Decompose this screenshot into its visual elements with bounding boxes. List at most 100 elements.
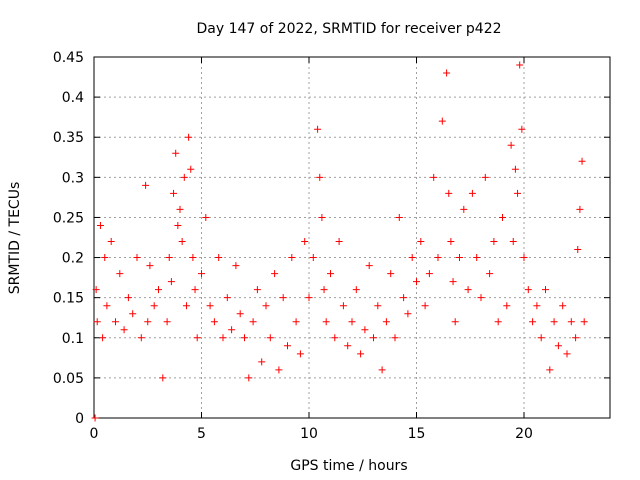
data-point bbox=[187, 165, 195, 173]
data-point bbox=[374, 302, 382, 310]
data-point bbox=[284, 342, 291, 350]
y-tick-label: 0.05 bbox=[53, 371, 84, 387]
data-point bbox=[404, 310, 412, 318]
data-point bbox=[395, 213, 403, 221]
data-point bbox=[296, 350, 304, 358]
y-tick-label: 0.15 bbox=[53, 291, 84, 307]
x-tick-label: 15 bbox=[408, 426, 426, 442]
data-point bbox=[529, 318, 537, 326]
data-point bbox=[129, 310, 137, 318]
data-point bbox=[382, 318, 390, 326]
data-point bbox=[425, 270, 433, 278]
data-point bbox=[447, 238, 455, 246]
x-tick-label: 5 bbox=[197, 426, 206, 442]
data-point bbox=[546, 366, 554, 374]
data-point bbox=[318, 213, 326, 221]
data-point bbox=[473, 254, 481, 262]
data-point bbox=[554, 342, 562, 350]
data-point bbox=[176, 205, 184, 213]
data-point bbox=[258, 358, 266, 366]
data-point bbox=[174, 221, 182, 229]
data-point bbox=[305, 294, 313, 302]
data-point bbox=[96, 221, 104, 229]
x-tick-label: 20 bbox=[515, 426, 533, 442]
data-point bbox=[206, 302, 214, 310]
data-point bbox=[198, 270, 205, 278]
data-point bbox=[468, 189, 476, 197]
data-point bbox=[391, 334, 399, 342]
data-point bbox=[172, 149, 180, 157]
data-point bbox=[327, 270, 334, 278]
data-point bbox=[266, 334, 274, 342]
data-point bbox=[576, 205, 584, 213]
data-point bbox=[271, 270, 279, 278]
data-point bbox=[417, 238, 425, 246]
data-points bbox=[91, 61, 588, 422]
data-point bbox=[580, 318, 588, 326]
data-point bbox=[503, 302, 511, 310]
data-point bbox=[279, 294, 287, 302]
data-point bbox=[516, 61, 524, 69]
data-point bbox=[434, 254, 442, 262]
data-point bbox=[165, 254, 173, 262]
data-point bbox=[335, 238, 343, 246]
data-point bbox=[159, 374, 167, 382]
x-tick-label: 10 bbox=[300, 426, 318, 442]
data-point bbox=[219, 334, 227, 342]
data-point bbox=[167, 278, 175, 286]
chart-title: Day 147 of 2022, SRMTID for receiver p42… bbox=[196, 21, 501, 37]
data-point bbox=[387, 270, 395, 278]
data-point bbox=[443, 69, 451, 77]
data-point bbox=[490, 238, 498, 246]
data-point bbox=[103, 302, 111, 310]
x-axis-label: GPS time / hours bbox=[290, 458, 407, 474]
data-point bbox=[514, 189, 522, 197]
data-point bbox=[477, 294, 485, 302]
data-point bbox=[316, 173, 324, 181]
data-point bbox=[314, 125, 322, 133]
data-point bbox=[150, 302, 158, 310]
data-point bbox=[309, 254, 317, 262]
data-point bbox=[292, 318, 300, 326]
data-point bbox=[163, 318, 171, 326]
data-point bbox=[520, 254, 528, 262]
data-point bbox=[533, 302, 541, 310]
data-point bbox=[507, 141, 515, 149]
data-point bbox=[365, 262, 373, 270]
data-point bbox=[370, 334, 377, 342]
data-point bbox=[101, 254, 109, 262]
data-point bbox=[178, 238, 186, 246]
data-point bbox=[301, 238, 309, 246]
data-point bbox=[236, 310, 244, 318]
data-point bbox=[486, 270, 494, 278]
data-point bbox=[320, 286, 328, 294]
data-point bbox=[146, 262, 154, 270]
data-point bbox=[253, 286, 261, 294]
y-tick-label: 0.45 bbox=[53, 50, 84, 66]
data-point bbox=[550, 318, 558, 326]
data-point bbox=[567, 318, 575, 326]
data-point bbox=[116, 270, 124, 278]
y-tick-label: 0.2 bbox=[62, 251, 84, 267]
x-tick-label: 0 bbox=[90, 426, 99, 442]
data-point bbox=[228, 326, 236, 334]
data-point bbox=[275, 366, 283, 374]
data-point bbox=[348, 318, 356, 326]
data-point bbox=[155, 286, 162, 294]
data-point bbox=[563, 350, 571, 358]
data-point bbox=[361, 326, 369, 334]
data-point bbox=[524, 286, 532, 294]
data-point bbox=[481, 173, 489, 181]
data-point bbox=[331, 334, 339, 342]
data-point bbox=[193, 334, 201, 342]
data-point bbox=[494, 318, 502, 326]
data-point bbox=[249, 318, 257, 326]
y-axis-label: SRMTID / TECUs bbox=[7, 182, 23, 295]
data-point bbox=[352, 286, 360, 294]
data-point bbox=[438, 117, 446, 125]
data-point bbox=[572, 334, 580, 342]
y-tick-label: 0.1 bbox=[62, 331, 84, 347]
data-point bbox=[322, 318, 330, 326]
y-tick-label: 0.35 bbox=[53, 130, 84, 146]
data-point bbox=[182, 302, 190, 310]
